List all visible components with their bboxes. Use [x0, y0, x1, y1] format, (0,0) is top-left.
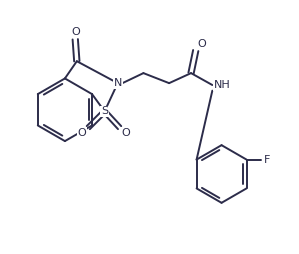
- Text: O: O: [121, 128, 130, 138]
- Text: F: F: [264, 155, 271, 165]
- Text: O: O: [78, 128, 86, 138]
- Text: S: S: [101, 106, 108, 116]
- Text: O: O: [197, 39, 206, 49]
- Text: NH: NH: [214, 80, 231, 90]
- Text: N: N: [114, 78, 123, 88]
- Text: O: O: [71, 27, 80, 37]
